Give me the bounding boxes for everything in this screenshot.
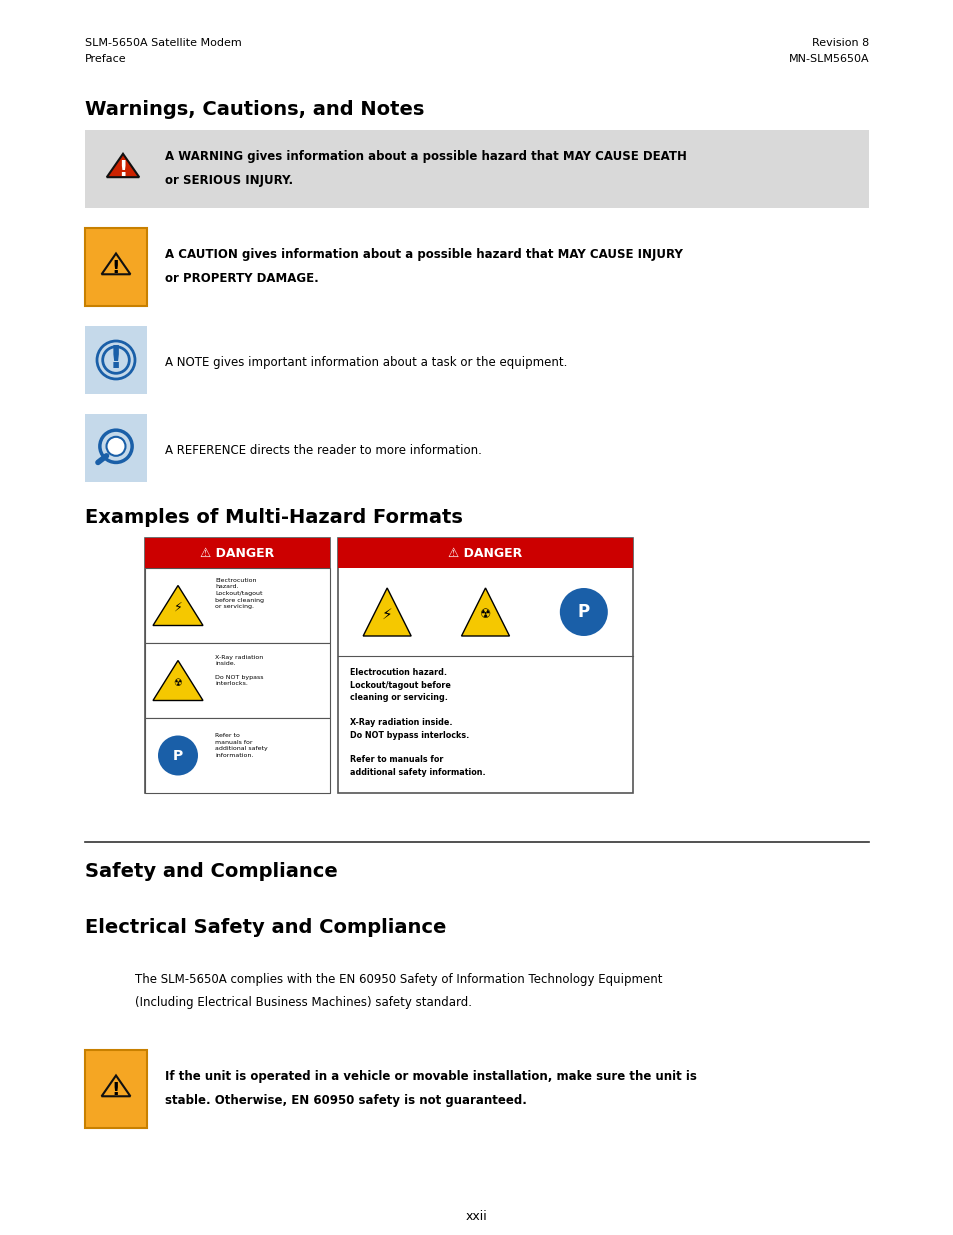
Text: The SLM-5650A complies with the EN 60950 Safety of Information Technology Equipm: The SLM-5650A complies with the EN 60950… [135,973,661,986]
Polygon shape [101,1076,131,1097]
Circle shape [97,341,135,379]
Text: Warnings, Cautions, and Notes: Warnings, Cautions, and Notes [85,100,424,119]
Text: Preface: Preface [85,54,127,64]
Text: ⚠ DANGER: ⚠ DANGER [448,547,522,559]
Text: Electrical Safety and Compliance: Electrical Safety and Compliance [85,918,446,937]
FancyBboxPatch shape [85,326,147,394]
Text: A NOTE gives important information about a task or the equipment.: A NOTE gives important information about… [165,356,567,369]
FancyBboxPatch shape [85,228,147,306]
Circle shape [100,430,132,462]
FancyBboxPatch shape [337,538,633,568]
Text: ⚡: ⚡ [381,606,392,621]
Text: P: P [578,603,589,621]
Text: Safety and Compliance: Safety and Compliance [85,862,337,881]
Text: Electrocution
hazard.
Lockout/tagout
before cleaning
or servicing.: Electrocution hazard. Lockout/tagout bef… [214,578,264,609]
FancyBboxPatch shape [145,718,330,793]
Text: !: ! [112,259,120,277]
Text: ☢: ☢ [173,678,182,688]
Text: !: ! [118,161,128,180]
FancyBboxPatch shape [85,130,868,207]
Polygon shape [363,588,411,636]
Text: P: P [172,748,183,762]
Text: ⚠ DANGER: ⚠ DANGER [200,547,274,559]
FancyBboxPatch shape [145,568,330,643]
Text: Refer to
manuals for
additional safety
information.: Refer to manuals for additional safety i… [214,734,268,758]
Text: If the unit is operated in a vehicle or movable installation, make sure the unit: If the unit is operated in a vehicle or … [165,1070,696,1083]
Text: or SERIOUS INJURY.: or SERIOUS INJURY. [165,174,293,186]
Polygon shape [101,253,131,274]
Text: Electrocution hazard.
Lockout/tagout before
cleaning or servicing.

X-Ray radiat: Electrocution hazard. Lockout/tagout bef… [350,668,485,777]
Polygon shape [152,661,203,700]
FancyBboxPatch shape [145,538,330,793]
Text: ⚡: ⚡ [173,601,182,614]
Text: A WARNING gives information about a possible hazard that MAY CAUSE DEATH: A WARNING gives information about a poss… [165,149,686,163]
Text: X-Ray radiation
inside.

Do NOT bypass
interlocks.: X-Ray radiation inside. Do NOT bypass in… [214,655,263,687]
Text: ☢: ☢ [479,608,491,620]
Text: or PROPERTY DAMAGE.: or PROPERTY DAMAGE. [165,272,318,285]
Text: !: ! [112,1081,120,1099]
Polygon shape [461,588,509,636]
Circle shape [559,588,607,636]
Text: !: ! [109,345,123,375]
Polygon shape [107,154,139,177]
Text: xxii: xxii [466,1210,487,1223]
Text: SLM-5650A Satellite Modem: SLM-5650A Satellite Modem [85,38,241,48]
Text: Revision 8: Revision 8 [811,38,868,48]
Text: A REFERENCE directs the reader to more information.: A REFERENCE directs the reader to more i… [165,445,481,457]
Text: Examples of Multi-Hazard Formats: Examples of Multi-Hazard Formats [85,508,462,527]
FancyBboxPatch shape [145,538,330,568]
Text: stable. Otherwise, EN 60950 safety is not guaranteed.: stable. Otherwise, EN 60950 safety is no… [165,1094,526,1107]
Text: MN-SLM5650A: MN-SLM5650A [787,54,868,64]
FancyBboxPatch shape [85,1050,147,1128]
Circle shape [107,437,126,456]
Polygon shape [152,585,203,625]
FancyBboxPatch shape [145,643,330,718]
Text: A CAUTION gives information about a possible hazard that MAY CAUSE INJURY: A CAUTION gives information about a poss… [165,248,682,261]
FancyBboxPatch shape [337,538,633,793]
Text: (Including Electrical Business Machines) safety standard.: (Including Electrical Business Machines)… [135,995,472,1009]
Circle shape [158,736,198,776]
FancyBboxPatch shape [85,414,147,482]
